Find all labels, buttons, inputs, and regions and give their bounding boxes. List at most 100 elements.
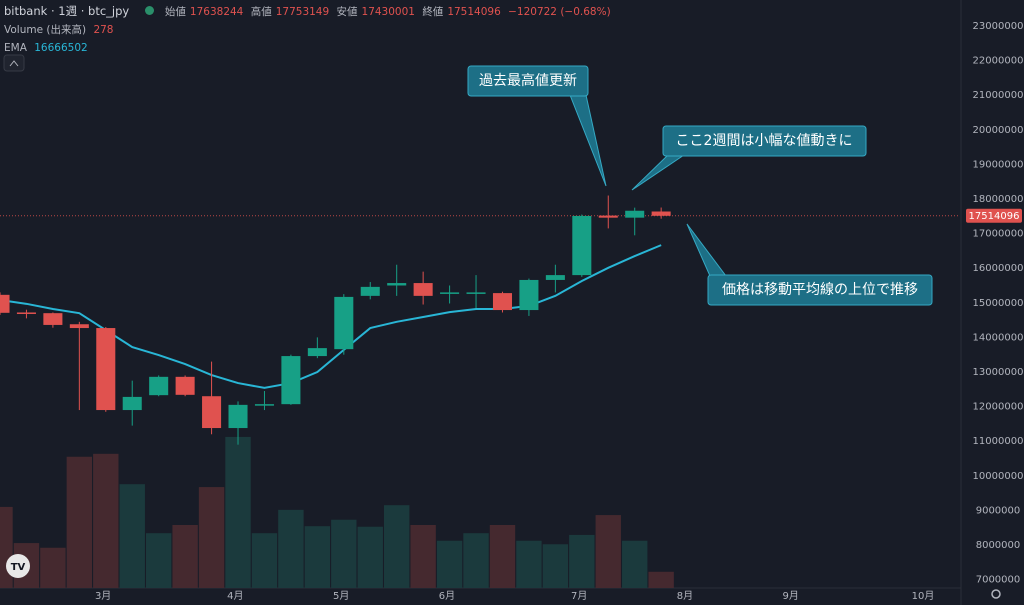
y-tick-label: 12000000 <box>973 402 1024 413</box>
candle-body <box>16 312 36 314</box>
y-tick-label: 22000000 <box>973 56 1024 67</box>
y-tick-label: 21000000 <box>973 90 1024 101</box>
x-tick-label: 7月 <box>571 590 587 602</box>
x-tick-label: 10月 <box>912 590 935 602</box>
volume-bar <box>516 540 542 588</box>
volume-bar <box>66 456 93 588</box>
volume-bar <box>357 526 383 588</box>
volume-bar <box>278 509 304 588</box>
x-tick-label: 5月 <box>333 590 349 602</box>
y-tick-label: 18000000 <box>973 194 1024 205</box>
value: 278 <box>93 24 114 36</box>
candle-body <box>0 294 10 313</box>
annotation: 価格は移動平均線の上位で推移 <box>722 282 918 298</box>
volume-row: Volume (出来高) 278 <box>4 21 615 39</box>
price-tag <box>966 208 1022 223</box>
y-tick-label: 7000000 <box>976 575 1021 586</box>
candle-body <box>492 293 512 311</box>
candle-body <box>43 313 63 325</box>
y-tick-label: 14000000 <box>973 332 1024 343</box>
ema-row: EMA 16666502 <box>4 39 615 57</box>
collapse-button[interactable] <box>3 54 25 72</box>
y-tick-label: 9000000 <box>976 505 1021 516</box>
volume-bar <box>569 534 595 588</box>
volume-bar <box>595 515 621 588</box>
callout-pointer <box>686 223 727 277</box>
candle-body <box>228 404 248 429</box>
y-tick-label: 11000000 <box>973 436 1024 447</box>
volume-bar <box>40 547 66 588</box>
volume-bar <box>0 506 13 588</box>
candle-body <box>360 286 380 296</box>
volume-bar <box>463 533 489 588</box>
candle-body <box>254 404 274 406</box>
price-tag-label: 17514096 <box>969 211 1020 222</box>
y-tick-label: 10000000 <box>973 471 1024 482</box>
label: 高値 <box>250 6 272 18</box>
volume-bar <box>331 519 357 588</box>
candle-body <box>122 396 142 411</box>
x-tick-label: 3月 <box>95 590 111 602</box>
candle-body <box>572 215 592 276</box>
value: 17430001 <box>361 6 415 18</box>
volume-bar <box>304 526 331 588</box>
candle-body <box>440 292 460 294</box>
label: 始値 <box>164 6 186 18</box>
volume-bar <box>172 525 198 588</box>
x-tick-label: 9月 <box>783 590 799 602</box>
candle-body <box>281 356 301 405</box>
candle-body <box>175 376 195 395</box>
collapse-icon <box>9 60 19 67</box>
y-tick-label: 8000000 <box>976 540 1021 551</box>
settings-icon[interactable] <box>991 589 1001 599</box>
status-dot <box>144 6 154 15</box>
label: 終値 <box>422 6 444 18</box>
candle-body <box>651 211 671 216</box>
annotation: 過去最高値更新 <box>479 72 577 89</box>
volume-bar <box>93 453 119 588</box>
volume-bar <box>436 540 463 588</box>
candle-body <box>413 283 433 296</box>
volume-bar <box>410 525 436 588</box>
y-tick-label: 13000000 <box>973 367 1024 378</box>
y-tick-label: 19000000 <box>973 159 1024 170</box>
label: 安値 <box>336 6 358 18</box>
candle-body <box>545 275 565 280</box>
label: EMA <box>4 42 27 54</box>
volume-bar <box>622 540 648 588</box>
volume-bar <box>145 533 172 588</box>
annotation: ここ2週間は小幅な値動きに <box>676 133 853 149</box>
value: 17514096 <box>447 6 501 18</box>
label: Volume (出来高) <box>4 24 87 36</box>
y-tick-label: 16000000 <box>973 263 1024 274</box>
x-tick-label: 6月 <box>439 590 455 602</box>
volume-bar <box>384 505 410 588</box>
callout-pointer <box>631 154 686 191</box>
candle-body <box>334 296 354 350</box>
value: 16666502 <box>34 42 88 54</box>
volume-bar <box>648 571 674 588</box>
volume-bar <box>225 436 251 588</box>
value: 17753149 <box>275 6 330 18</box>
tradingview-logo[interactable] <box>6 554 30 578</box>
candle-body <box>387 283 407 286</box>
y-tick-label: 17000000 <box>973 229 1024 240</box>
candle-body <box>149 376 169 396</box>
candle-body <box>466 292 486 294</box>
callout-box <box>467 65 589 97</box>
y-tick-label: 23000000 <box>973 21 1024 32</box>
symbol: bitbank · 1週 · btc_jpy <box>4 4 130 18</box>
callout-pointer <box>569 94 607 187</box>
candle-body <box>625 210 645 218</box>
candle-body <box>519 279 539 311</box>
callout-box <box>662 125 867 157</box>
value: 17638244 <box>189 6 244 18</box>
annotations: 過去最高値更新 ここ2週間は小幅な値動きに 価格は移動平均線の上位で推移 <box>467 65 933 306</box>
symbol-row: bitbank · 1週 · btc_jpy 始値 17638244 高値 1775… <box>4 2 615 21</box>
candle-body <box>96 328 116 411</box>
callout-box <box>707 274 933 306</box>
candle-body <box>307 348 327 357</box>
x-tick-label: 4月 <box>227 590 243 602</box>
logo-mark: TV <box>11 562 26 573</box>
